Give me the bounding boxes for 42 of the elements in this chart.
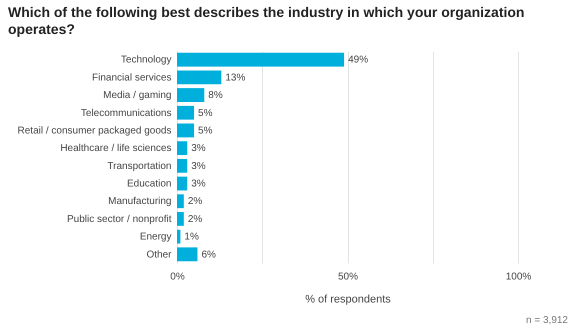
bar: [177, 158, 188, 173]
bar: [177, 52, 344, 67]
data-label: 8%: [208, 90, 223, 102]
data-label: 2%: [188, 196, 202, 208]
bar: [177, 194, 184, 208]
bar: [177, 106, 194, 120]
y-tick-label: Media / gaming: [103, 90, 172, 102]
data-label: 1%: [184, 232, 199, 243]
bar: [177, 124, 194, 138]
text: n = 3,912: [526, 315, 568, 326]
y-tick-label: Retail / consumer packaged goods: [18, 125, 172, 136]
y-tick-label: Telecommunications: [80, 108, 172, 119]
data-label: 3%: [191, 143, 206, 154]
y-tick-label: Transportation: [107, 160, 172, 172]
data-label: 6%: [201, 249, 216, 260]
chart-title: Which of the following best describes the industry in which your organization operates?: [8, 4, 526, 38]
data-label: 2%: [188, 214, 202, 225]
y-tick-label: Education: [127, 178, 172, 190]
bar: [177, 70, 222, 84]
x-tick-label: 100%: [506, 272, 532, 282]
data-label: 13%: [225, 72, 246, 84]
data-label: 5%: [198, 108, 213, 119]
bar: [177, 141, 188, 156]
x-tick-label: 50%: [338, 272, 358, 282]
x-tick-label: 0%: [170, 272, 185, 282]
bar: [177, 212, 184, 226]
data-label: 49%: [348, 54, 368, 66]
y-tick-label: Financial services: [92, 72, 172, 84]
bar: [177, 230, 180, 244]
data-label: 3%: [191, 160, 206, 172]
y-tick-label: Public sector / nonprofit: [67, 214, 172, 225]
y-tick-label: Healthcare / life sciences: [60, 143, 172, 154]
y-tick-label: Technology: [120, 54, 172, 66]
y-tick-label: Energy: [140, 232, 172, 243]
data-label: 5%: [198, 125, 213, 136]
bar: [177, 88, 204, 102]
y-tick-label: Other: [146, 249, 172, 260]
x-axis-title: % of respondents: [305, 294, 392, 306]
data-label: 3%: [191, 178, 206, 190]
y-tick-label: Manufacturing: [108, 196, 172, 208]
bar: [177, 247, 198, 262]
bar: [177, 176, 188, 190]
